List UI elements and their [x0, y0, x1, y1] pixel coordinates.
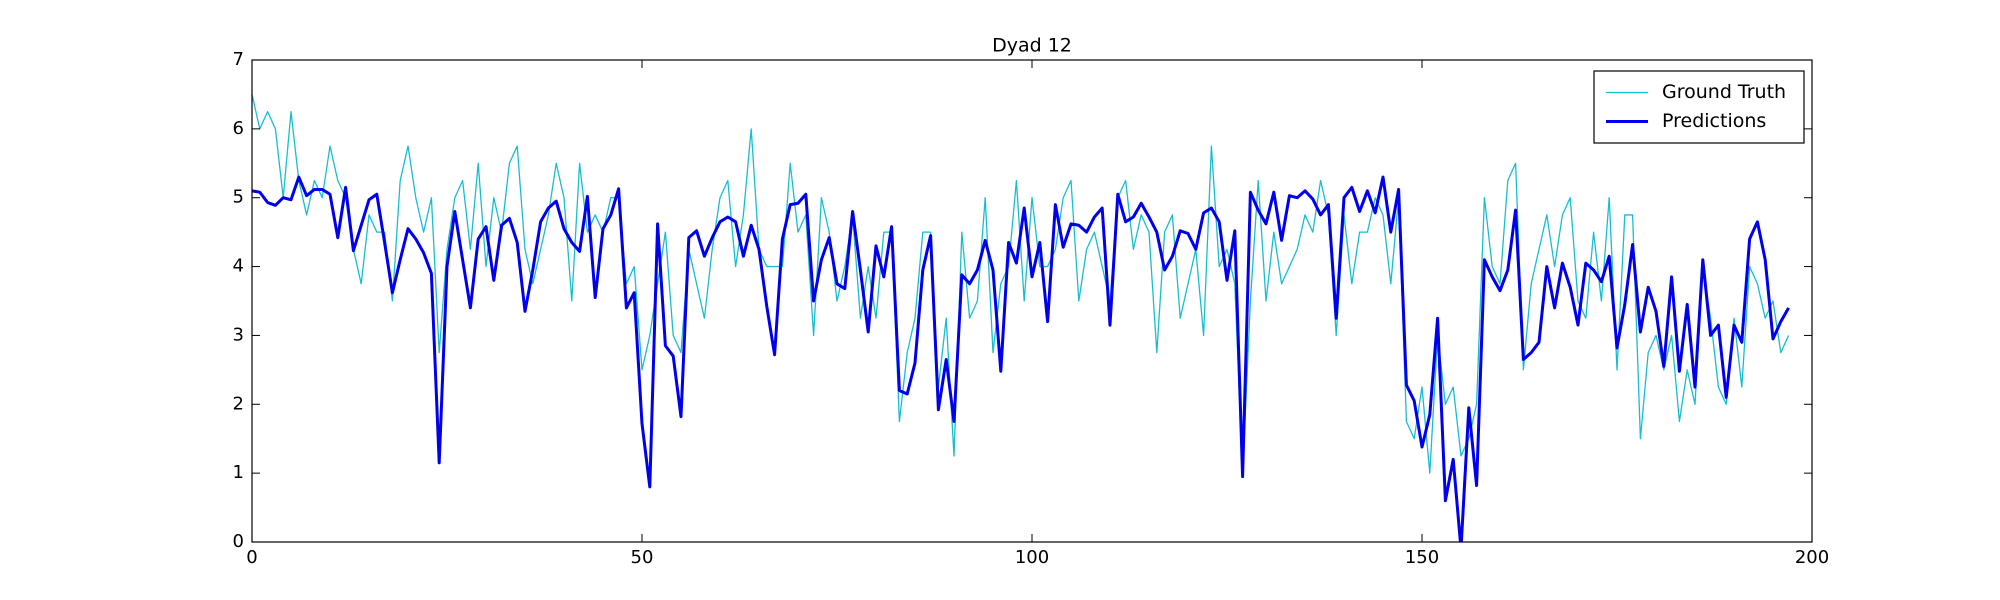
legend: Ground Truth Predictions: [1593, 70, 1805, 144]
x-tick-label: 200: [1795, 547, 1829, 568]
y-tick-label: 5: [233, 187, 244, 208]
y-tick-label: 4: [233, 256, 244, 277]
lines: [252, 94, 1790, 542]
y-tick-label: 2: [233, 393, 244, 414]
legend-label: Ground Truth: [1662, 81, 1786, 103]
y-tick-label: 1: [233, 462, 244, 483]
legend-label: Predictions: [1662, 110, 1766, 132]
x-tick-label: 50: [631, 547, 654, 568]
y-tick-label: 7: [233, 49, 244, 70]
x-tick-label: 0: [246, 547, 257, 568]
y-tick-label: 3: [233, 324, 244, 345]
series-line: [252, 175, 1790, 542]
legend-box: [1593, 70, 1805, 144]
y-tick-label: 6: [233, 118, 244, 139]
x-tick-label: 150: [1405, 547, 1439, 568]
chart-title: Dyad 12: [992, 35, 1072, 57]
y-tick-label: 0: [233, 531, 244, 552]
x-tick-label: 100: [1015, 547, 1049, 568]
ticks: [251, 59, 1813, 543]
